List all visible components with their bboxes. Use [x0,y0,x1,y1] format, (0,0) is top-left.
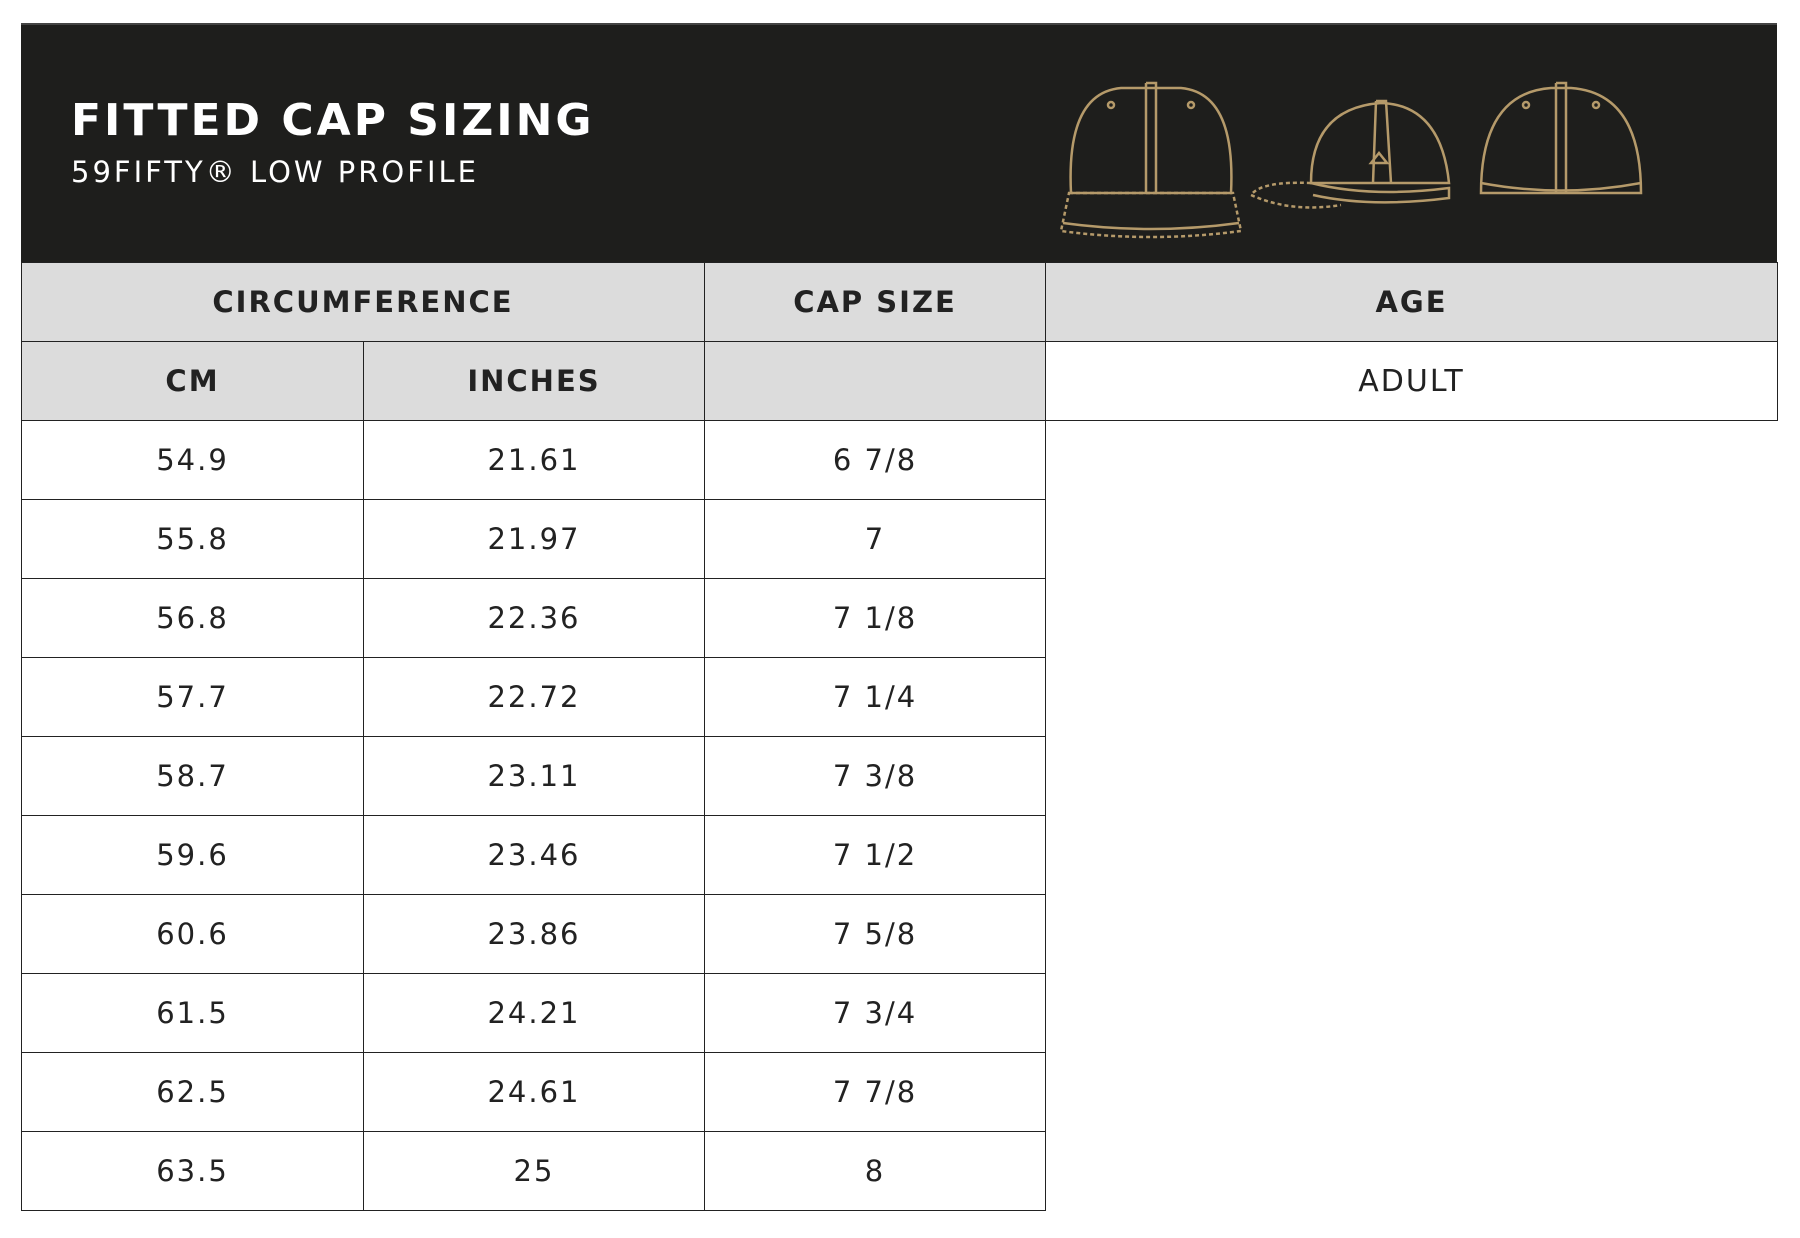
cell-inches: 25 [363,1131,705,1211]
cell-size: 7 [704,499,1046,579]
header-empty [704,341,1046,421]
cell-cm: 63.5 [21,1131,364,1211]
header-cm: CM [21,341,364,421]
cell-cm: 57.7 [21,657,364,737]
cell-inches: 22.36 [363,578,705,658]
age-value: ADULT [1045,341,1778,421]
size-table: CIRCUMFERENCE CAP SIZE AGE CM INCHES ADU… [21,262,1778,1211]
cell-cm: 61.5 [21,973,364,1053]
cap-side-icon [1249,99,1451,209]
sub-header-row: CM INCHES ADULT [21,341,1778,421]
cell-size: 8 [704,1131,1046,1211]
table-row: 59.6 23.46 7 1/2 [21,815,1778,895]
cell-inches: 22.72 [363,657,705,737]
table-row: 56.8 22.36 7 1/8 [21,578,1778,658]
cell-size: 7 1/4 [704,657,1046,737]
cell-cm: 54.9 [21,420,364,500]
cell-inches: 24.61 [363,1052,705,1132]
cell-cm: 60.6 [21,894,364,974]
cell-inches: 23.86 [363,894,705,974]
cell-inches: 24.21 [363,973,705,1053]
cell-size: 7 1/2 [704,815,1046,895]
cell-size: 7 1/8 [704,578,1046,658]
cell-size: 7 7/8 [704,1052,1046,1132]
cell-inches: 23.11 [363,736,705,816]
table-row: 61.5 24.21 7 3/4 [21,973,1778,1053]
cell-cm: 55.8 [21,499,364,579]
cap-illustrations [1059,81,1643,239]
header-cap-size: CAP SIZE [704,262,1046,342]
cell-size: 7 3/4 [704,973,1046,1053]
table-row: 55.8 21.97 7 [21,499,1778,579]
cell-size: 7 3/8 [704,736,1046,816]
cell-cm: 62.5 [21,1052,364,1132]
cell-cm: 58.7 [21,736,364,816]
page-title: FITTED CAP SIZING [71,95,595,146]
group-header-row: CIRCUMFERENCE CAP SIZE AGE [21,262,1778,342]
cap-front-icon [1059,81,1243,239]
header-inches: INCHES [363,341,705,421]
page-subtitle: 59FIFTY® LOW PROFILE [71,155,479,189]
cap-back-icon [1479,81,1643,195]
cell-size: 7 5/8 [704,894,1046,974]
table-row: 62.5 24.61 7 7/8 [21,1052,1778,1132]
header-banner: FITTED CAP SIZING 59FIFTY® LOW PROFILE [21,23,1777,264]
table-row: 57.7 22.72 7 1/4 [21,657,1778,737]
cell-cm: 59.6 [21,815,364,895]
header-age: AGE [1045,262,1778,342]
header-circumference: CIRCUMFERENCE [21,262,705,342]
table-row: 63.5 25 8 [21,1131,1778,1211]
cell-cm: 56.8 [21,578,364,658]
cell-size: 6 7/8 [704,420,1046,500]
cell-inches: 23.46 [363,815,705,895]
table-row: 54.9 21.61 6 7/8 [21,420,1778,500]
cell-inches: 21.61 [363,420,705,500]
table-row: 60.6 23.86 7 5/8 [21,894,1778,974]
cell-inches: 21.97 [363,499,705,579]
table-row: 58.7 23.11 7 3/8 [21,736,1778,816]
